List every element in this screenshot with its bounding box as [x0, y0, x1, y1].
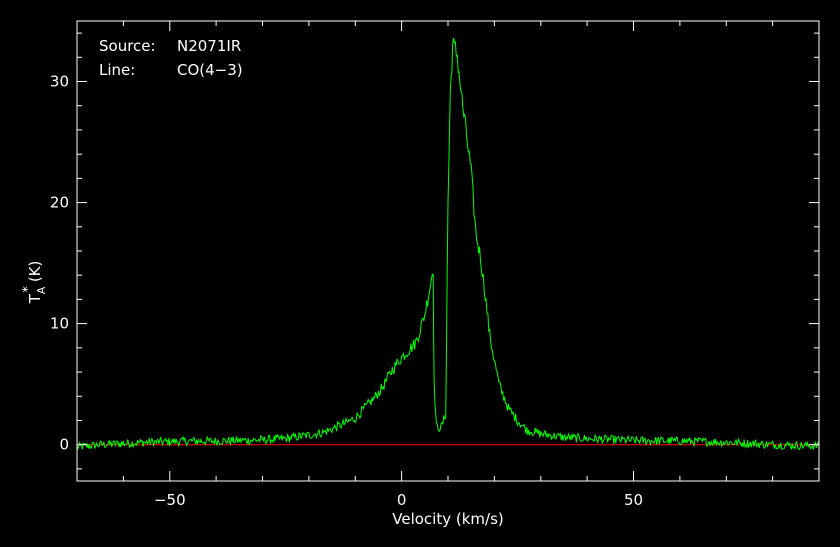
y-tick-label: 30: [50, 73, 69, 91]
source-value: N2071IR: [177, 37, 241, 55]
y-axis-label-unit: (K): [26, 261, 44, 283]
x-tick-label: 50: [624, 491, 643, 509]
x-axis-label: Velocity (km/s): [392, 510, 503, 528]
y-axis-label-subscript: A: [35, 286, 48, 294]
line-value: CO(4−3): [177, 61, 243, 79]
line-label: Line:: [99, 61, 135, 79]
y-axis-label: TA* (K): [21, 261, 48, 305]
y-axis-label-main: T: [26, 293, 44, 304]
x-tick-label: −50: [154, 491, 186, 509]
y-tick-label: 10: [50, 315, 69, 333]
source-label: Source:: [99, 37, 156, 55]
x-tick-label: 0: [397, 491, 407, 509]
y-tick-label: 20: [50, 194, 69, 212]
y-axis-label-superscript: *: [21, 286, 36, 293]
y-tick-label: 0: [59, 436, 69, 454]
series-line-0: [76, 37, 820, 451]
